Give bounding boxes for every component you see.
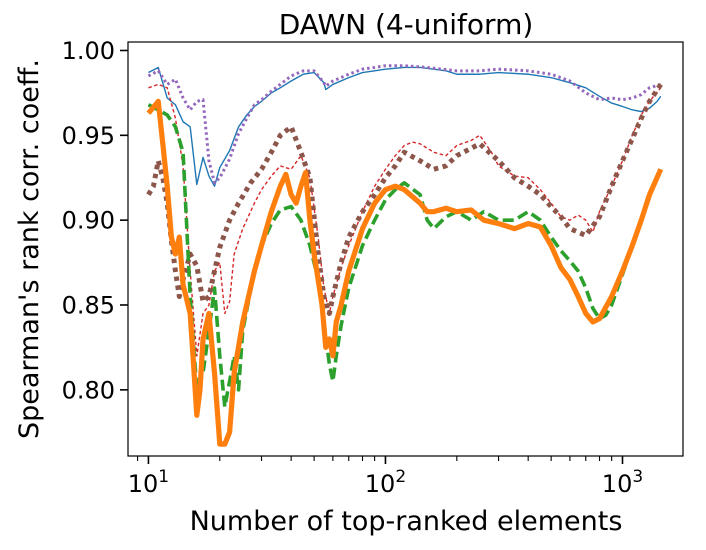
- series-layer: [146, 64, 664, 447]
- x-tick-label: 103: [602, 467, 643, 498]
- y-tick-label: 0.90: [62, 207, 115, 235]
- series-line-1: [148, 66, 662, 187]
- x-tick-label: 101: [128, 467, 169, 498]
- series-line-2: [147, 64, 662, 185]
- y-tick-label: 1.00: [62, 37, 115, 65]
- plot-frame: [127, 41, 684, 457]
- series-line-6: [146, 98, 664, 447]
- series-line-5: [147, 103, 663, 409]
- x-tick-label: 102: [365, 467, 406, 498]
- series-line-4: [146, 83, 663, 316]
- x-axis-title: Number of top-ranked elements: [190, 506, 623, 537]
- y-tick-label: 0.80: [62, 376, 115, 404]
- y-tick-label: 0.95: [62, 122, 115, 150]
- axis-ticks: 0.80 0.85 0.90 0.95 1.00 101 102 103: [62, 37, 644, 498]
- chart-title: DAWN (4-uniform): [279, 8, 534, 41]
- y-tick-label: 0.85: [62, 291, 115, 319]
- y-axis-title: Spearman's rank corr. coeff.: [14, 59, 45, 439]
- series-line-3: [148, 83, 662, 357]
